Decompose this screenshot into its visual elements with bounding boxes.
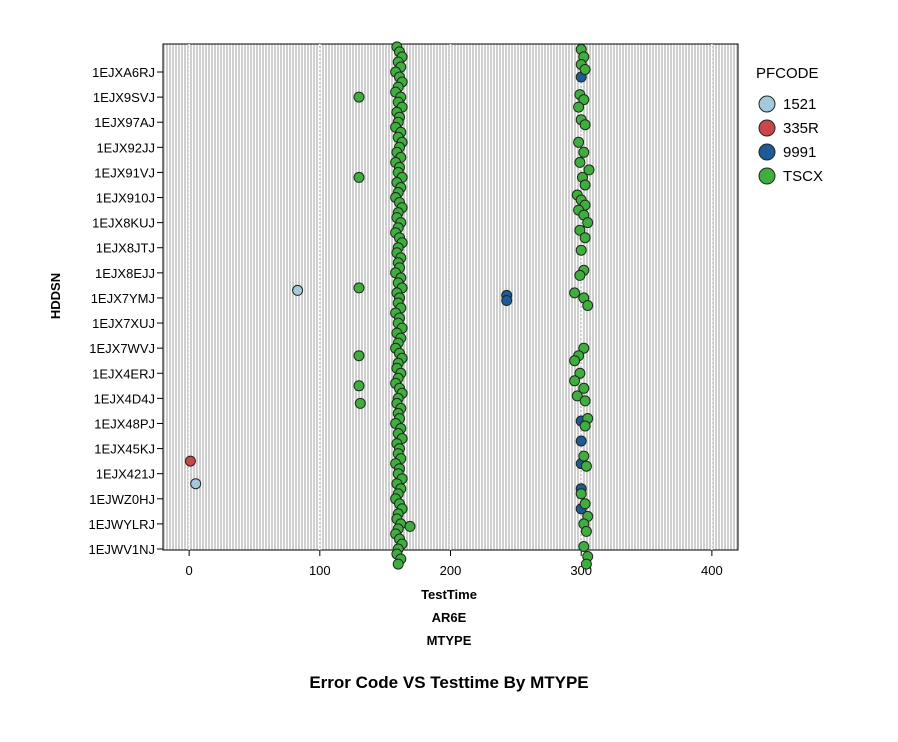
y-tick-label: 1EJWZ0HJ: [89, 492, 155, 507]
point-TSCX: [569, 287, 581, 299]
legend-marker-335R: [758, 119, 776, 137]
point-TSCX: [573, 101, 585, 113]
point-TSCX: [578, 94, 590, 106]
point-1521: [292, 284, 304, 296]
x-tick-label: 400: [701, 563, 723, 578]
point-TSCX: [579, 232, 591, 244]
y-tick-label: 1EJX97AJ: [94, 115, 155, 130]
point-TSCX: [575, 488, 587, 500]
y-tick-label: 1EJX4D4J: [94, 391, 155, 406]
legend-label-1521: 1521: [783, 96, 816, 113]
legend-marker-1521: [758, 95, 776, 113]
y-axis-title: HDDSN: [48, 273, 63, 319]
point-TSCX: [353, 282, 365, 294]
y-tick-label: 1EJXA6RJ: [92, 65, 155, 80]
y-tick-label: 1EJX7YMJ: [91, 291, 155, 306]
y-tick-label: 1EJX421J: [96, 467, 155, 482]
point-TSCX: [578, 146, 590, 158]
y-tick-label: 1EJX910J: [96, 191, 155, 206]
point-TSCX: [569, 355, 581, 367]
point-TSCX: [354, 397, 366, 409]
point-TSCX: [353, 350, 365, 362]
legend-title: PFCODE: [756, 65, 819, 82]
point-TSCX: [575, 244, 587, 256]
y-axis: 1EJXA6RJ 1EJX9SVJ 1EJX97AJ 1EJX92JJ 1EJX91VJ…: [89, 65, 163, 557]
x-tick-label: 100: [309, 563, 331, 578]
point-TSCX: [574, 367, 586, 379]
point-TSCX: [392, 558, 404, 570]
y-tick-label: 1EJX7XUJ: [92, 316, 155, 331]
point-TSCX: [578, 382, 590, 394]
legend-label-335R: 335R: [783, 120, 819, 137]
point-TSCX: [579, 420, 591, 432]
y-tick-label: 1EJX8KUJ: [92, 216, 155, 231]
y-tick-label: 1EJX92JJ: [96, 140, 155, 155]
point-TSCX: [578, 342, 590, 354]
point-TSCX: [578, 450, 590, 462]
point-TSCX: [573, 136, 585, 148]
point-TSCX: [579, 498, 591, 510]
point-TSCX: [582, 300, 594, 311]
point-9991: [501, 295, 513, 306]
y-tick-label: 1EJWYLRJ: [89, 517, 155, 532]
point-1521: [190, 478, 202, 490]
point-TSCX: [580, 525, 592, 537]
y-tick-label: 1EJX91VJ: [94, 165, 155, 180]
y-tick-label: 1EJX48PJ: [94, 416, 155, 431]
point-TSCX: [574, 224, 586, 236]
point-TSCX: [353, 380, 365, 392]
legend: PFCODE 1521 335R 9991 TSCX: [756, 65, 823, 185]
x-axis: 0 100 200 300 400: [186, 550, 723, 578]
point-TSCX: [571, 390, 583, 402]
chart-title: Error Code VS Testtime By MTYPE: [309, 673, 588, 692]
point-TSCX: [404, 520, 416, 532]
point-TSCX: [574, 269, 586, 281]
y-tick-label: 1EJX45KJ: [94, 442, 155, 457]
y-tick-label: 1EJX9SVJ: [93, 90, 155, 105]
point-TSCX: [582, 217, 594, 229]
point-TSCX: [580, 460, 592, 472]
point-TSCX: [353, 91, 365, 103]
point-TSCX: [580, 558, 592, 570]
point-TSCX: [579, 395, 591, 407]
x-tick-label: 200: [440, 563, 462, 578]
data-points: [184, 41, 595, 570]
point-TSCX: [583, 164, 595, 176]
point-TSCX: [569, 375, 581, 387]
point-TSCX: [579, 119, 591, 131]
y-tick-label: 1EJX4ERJ: [92, 366, 155, 381]
point-TSCX: [353, 171, 365, 183]
point-TSCX: [579, 64, 591, 75]
legend-marker-9991: [758, 143, 776, 161]
facet-label-1: AR6E: [432, 610, 467, 625]
point-9991: [575, 435, 587, 447]
y-tick-label: 1EJX7WVJ: [89, 341, 155, 356]
point-TSCX: [578, 541, 590, 552]
point-335R: [184, 455, 196, 467]
y-tick-label: 1EJX8JTJ: [96, 241, 155, 256]
legend-label-9991: 9991: [783, 144, 816, 161]
y-tick-label: 1EJWV1NJ: [89, 542, 155, 557]
legend-marker-TSCX: [758, 167, 776, 185]
facet-label-2: MTYPE: [427, 633, 472, 648]
legend-label-TSCX: TSCX: [783, 168, 823, 185]
x-axis-title: TestTime: [421, 587, 477, 602]
point-TSCX: [574, 156, 586, 168]
point-TSCX: [579, 179, 591, 191]
x-tick-label: 0: [186, 563, 193, 578]
y-tick-label: 1EJX8EJJ: [95, 266, 155, 281]
